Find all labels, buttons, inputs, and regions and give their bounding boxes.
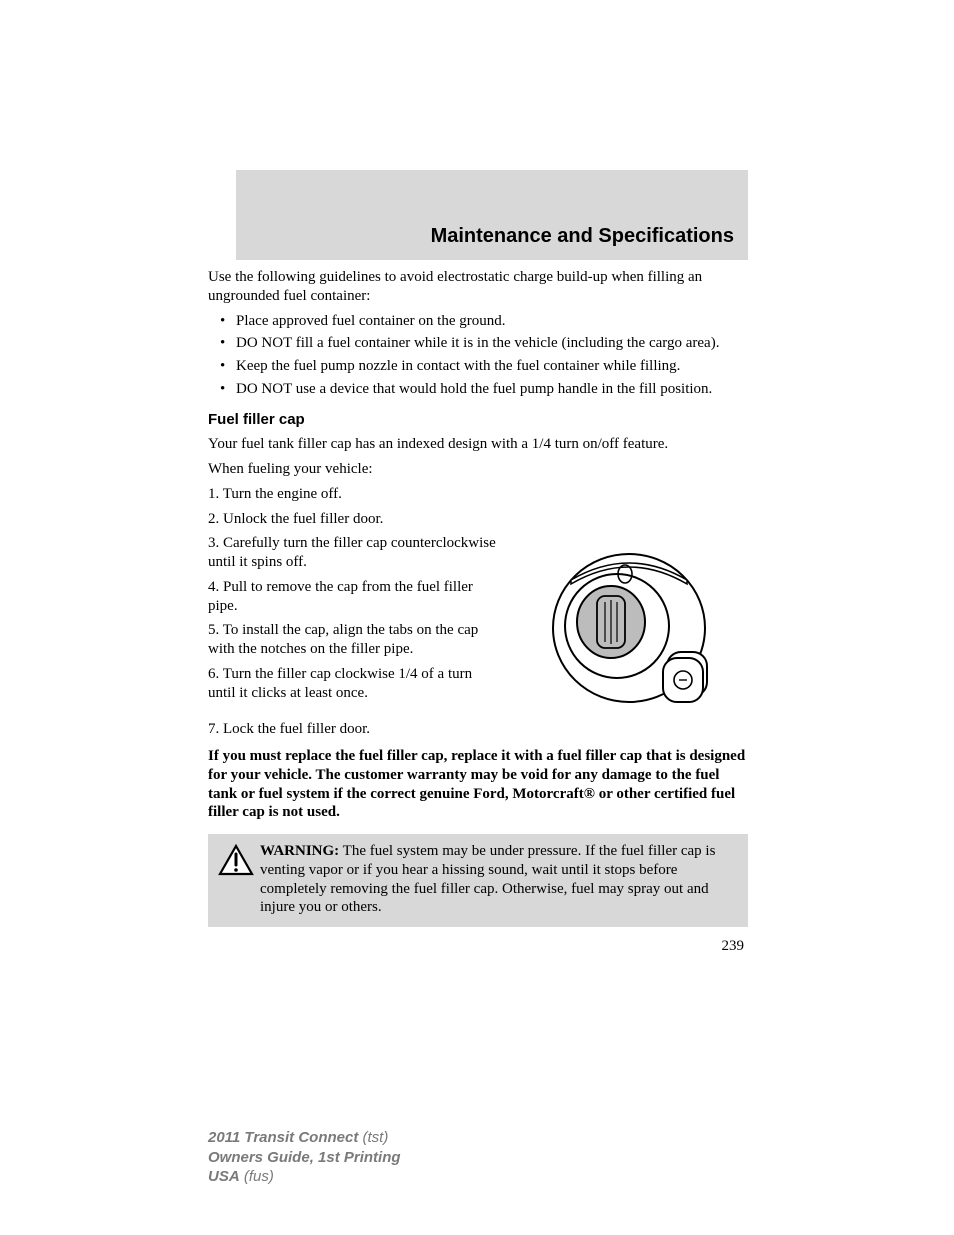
step-5: 5. To install the cap, align the tabs on… <box>208 621 500 659</box>
list-item: DO NOT fill a fuel container while it is… <box>208 334 748 353</box>
step-4: 4. Pull to remove the cap from the fuel … <box>208 578 500 616</box>
illustration-column <box>510 534 748 720</box>
page-number: 239 <box>208 937 748 956</box>
steps-with-illustration: 3. Carefully turn the filler cap counter… <box>208 534 748 720</box>
footer-line-2: Owners Guide, 1st Printing <box>208 1148 401 1168</box>
page-footer: 2011 Transit Connect (tst) Owners Guide,… <box>208 1128 401 1187</box>
footer-code-3: (fus) <box>240 1168 274 1185</box>
list-item: DO NOT use a device that would hold the … <box>208 380 748 399</box>
page-content: Use the following guidelines to avoid el… <box>208 260 748 956</box>
footer-code-1: (tst) <box>358 1129 388 1146</box>
subsection-intro: Your fuel tank filler cap has an indexed… <box>208 435 748 454</box>
section-title: Maintenance and Specifications <box>431 225 734 248</box>
step-6: 6. Turn the filler cap clockwise 1/4 of … <box>208 665 500 703</box>
footer-line-1: 2011 Transit Connect (tst) <box>208 1128 401 1148</box>
step-1: 1. Turn the engine off. <box>208 485 748 504</box>
replacement-notice: If you must replace the fuel filler cap,… <box>208 747 748 822</box>
intro-paragraph: Use the following guidelines to avoid el… <box>208 268 748 306</box>
guidelines-list: Place approved fuel container on the gro… <box>208 312 748 399</box>
footer-line-3: USA (fus) <box>208 1167 401 1187</box>
list-item: Keep the fuel pump nozzle in contact wit… <box>208 357 748 376</box>
steps-column: 3. Carefully turn the filler cap counter… <box>208 534 510 708</box>
step-3: 3. Carefully turn the filler cap counter… <box>208 534 500 572</box>
fuel-cap-heading: Fuel filler cap <box>208 411 748 430</box>
step-2: 2. Unlock the fuel filler door. <box>208 510 748 529</box>
fuel-cap-illustration <box>529 540 729 720</box>
section-header-bar: Maintenance and Specifications <box>236 170 748 260</box>
manual-page: Maintenance and Specifications Use the f… <box>208 170 748 956</box>
step-7: 7. Lock the fuel filler door. <box>208 720 748 739</box>
subsection-lead: When fueling your vehicle: <box>208 460 748 479</box>
warning-box: WARNING: The fuel system may be under pr… <box>208 834 748 927</box>
warning-text: WARNING: The fuel system may be under pr… <box>260 842 738 917</box>
list-item: Place approved fuel container on the gro… <box>208 312 748 331</box>
footer-vehicle: 2011 Transit Connect <box>208 1129 358 1146</box>
warning-label: WARNING: <box>260 843 339 859</box>
warning-triangle-icon <box>218 842 260 882</box>
footer-region: USA <box>208 1168 240 1185</box>
